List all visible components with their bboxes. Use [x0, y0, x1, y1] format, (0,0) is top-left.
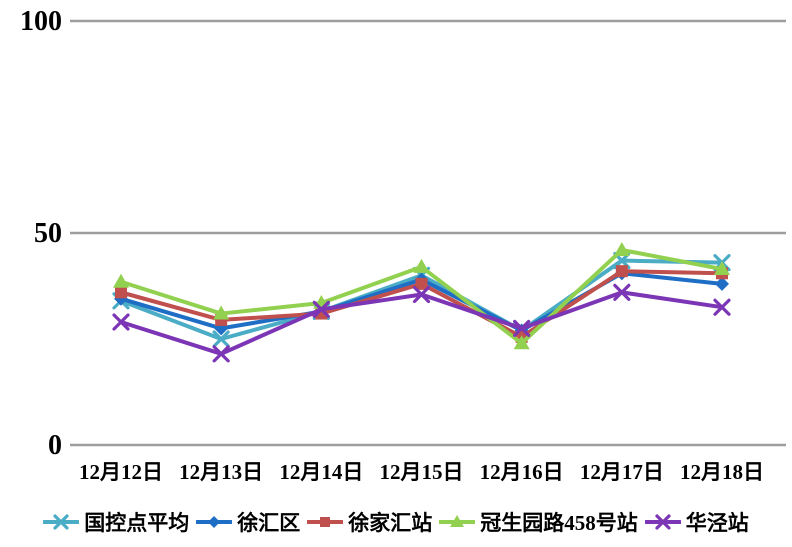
legend-item-1: 徐汇区 — [196, 507, 300, 537]
data-point-marker — [615, 265, 628, 278]
data-point-marker — [513, 319, 531, 337]
data-point-marker — [415, 277, 428, 290]
x-axis-tick-0: 12月12日 — [79, 460, 163, 484]
data-point-marker — [713, 298, 731, 316]
data-point-marker — [413, 258, 430, 273]
legend-item-4: 华泾站 — [644, 507, 749, 537]
legend-label: 国控点平均 — [84, 511, 190, 535]
data-point-marker — [312, 300, 330, 318]
x-axis-tick-4: 12月16日 — [480, 460, 564, 484]
x-marker-icon — [644, 514, 681, 530]
x-marker-icon — [43, 514, 80, 530]
legend-label: 徐家汇站 — [348, 511, 433, 535]
data-point-marker — [113, 273, 129, 288]
x-axis-tick-2: 12月14日 — [279, 460, 363, 484]
legend-item-2: 徐家汇站 — [307, 507, 432, 537]
triangle-marker-icon — [439, 515, 476, 527]
legend-label: 华泾站 — [685, 511, 749, 535]
data-point-marker — [715, 276, 729, 291]
series-1 — [114, 266, 729, 338]
data-point-marker — [212, 330, 230, 348]
diamond-marker-icon — [196, 516, 233, 528]
data-point-marker — [714, 261, 730, 276]
square-marker-icon — [307, 517, 344, 527]
y-axis-tick-50: 50 — [34, 218, 62, 249]
chart-legend: 国控点平均 徐汇区 徐家汇站 冠生园路458号站 华泾站 — [0, 501, 792, 543]
data-point-marker — [115, 286, 127, 299]
x-axis-tick-5: 12月17日 — [580, 460, 664, 484]
data-point-marker — [412, 285, 431, 304]
series-4 — [112, 283, 731, 363]
legend-item-3: 冠生园路458号站 — [439, 507, 638, 537]
y-axis-tick-0: 0 — [48, 430, 62, 461]
legend-label: 冠生园路458号站 — [480, 511, 638, 535]
data-point-marker — [112, 313, 130, 331]
x-axis-tick-1: 12月13日 — [179, 460, 263, 484]
data-point-marker — [513, 335, 530, 350]
y-axis-tick-100: 100 — [20, 6, 62, 37]
data-point-marker — [613, 283, 631, 301]
legend-label: 徐汇区 — [237, 511, 301, 535]
data-point-marker — [212, 345, 230, 363]
x-axis-tick-6: 12月18日 — [680, 460, 764, 484]
data-point-marker — [213, 305, 230, 320]
series-line — [119, 290, 724, 356]
chart-canvas: 0 50 100 12月12日 12月13日 12月14日 12月15日 12月16日 12月1… — [20, 6, 786, 484]
data-point-marker — [613, 241, 630, 256]
legend-item-0: 国控点平均 — [43, 507, 189, 537]
series-2 — [115, 265, 728, 343]
x-axis-tick-3: 12月15日 — [380, 460, 464, 484]
